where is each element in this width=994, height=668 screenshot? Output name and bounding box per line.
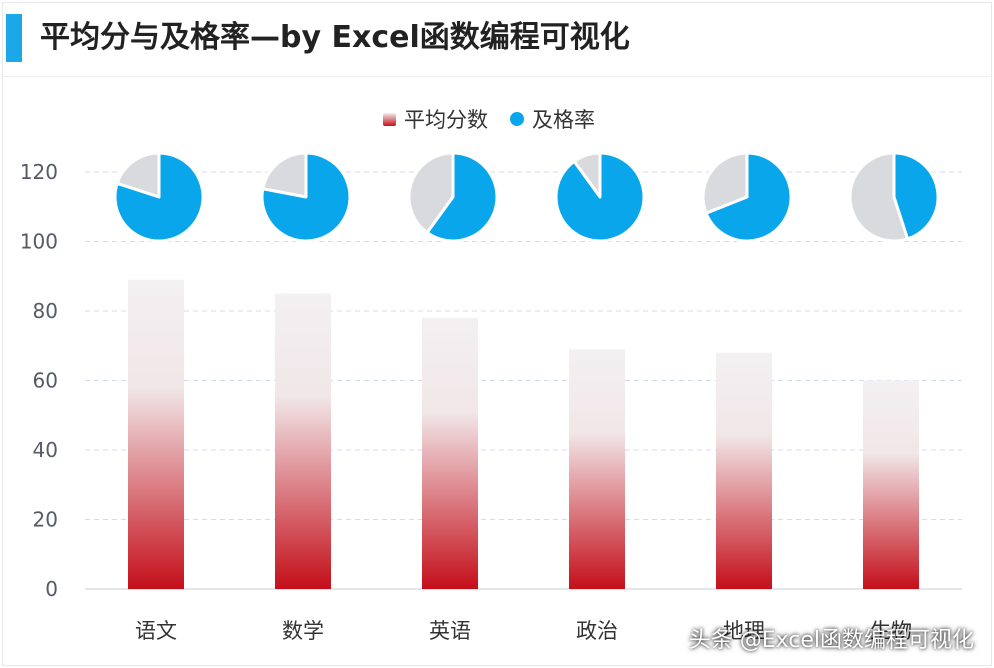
legend-item-average[interactable]: 平均分数 bbox=[383, 104, 488, 134]
y-tick-label: 60 bbox=[33, 369, 58, 393]
bar bbox=[716, 352, 772, 589]
pie bbox=[260, 151, 352, 243]
bar bbox=[569, 349, 625, 589]
bar bbox=[275, 293, 331, 589]
legend-bar-swatch-icon bbox=[383, 112, 396, 126]
pie-slice-pass bbox=[260, 151, 352, 243]
pie bbox=[554, 151, 646, 243]
pie bbox=[701, 151, 793, 243]
page-title: 平均分与及格率—by Excel函数编程可视化 bbox=[40, 20, 630, 55]
x-category-label: 数学 bbox=[282, 619, 324, 643]
y-tick-label: 100 bbox=[20, 230, 58, 254]
legend-label-average: 平均分数 bbox=[404, 108, 488, 132]
pie-slice-pass bbox=[892, 151, 940, 241]
pie-series bbox=[113, 151, 940, 243]
legend-item-pass-rate[interactable]: 及格率 bbox=[510, 104, 595, 134]
chart-legend: 平均分数 及格率 bbox=[383, 104, 617, 134]
pie-slice-pass bbox=[113, 151, 205, 243]
bar-series bbox=[128, 279, 919, 589]
bar bbox=[863, 380, 919, 589]
pie-slice-pass bbox=[554, 151, 646, 243]
header-divider bbox=[2, 76, 992, 77]
legend-dot-swatch-icon bbox=[510, 112, 524, 126]
pie-slice-fail bbox=[261, 151, 308, 199]
y-axis: 0 20 40 60 80 100 120 bbox=[20, 160, 962, 601]
x-category-label: 地理 bbox=[723, 619, 765, 643]
y-tick-label: 20 bbox=[33, 508, 58, 532]
pie-slice-pass bbox=[704, 151, 793, 243]
legend-label-pass-rate: 及格率 bbox=[532, 108, 595, 132]
x-category-label: 政治 bbox=[576, 619, 618, 643]
pie bbox=[848, 151, 940, 243]
x-axis: 语文 数学 英语 政治 地理 生物 bbox=[135, 619, 912, 643]
pie-slice-fail bbox=[407, 151, 455, 235]
pie bbox=[407, 151, 499, 243]
x-category-label: 英语 bbox=[429, 619, 471, 643]
title-accent-bar bbox=[6, 14, 22, 62]
pie-slice-fail bbox=[701, 151, 749, 215]
watermark-text: 头条 @Excel函数编程可视化 bbox=[688, 628, 974, 653]
bar bbox=[422, 317, 478, 589]
pie bbox=[113, 151, 205, 243]
bar bbox=[128, 279, 184, 589]
y-tick-label: 40 bbox=[33, 438, 58, 462]
pie-slice-pass bbox=[425, 151, 499, 243]
y-tick-label: 120 bbox=[20, 160, 58, 184]
y-tick-label: 0 bbox=[45, 577, 58, 601]
grid-lines bbox=[85, 171, 962, 520]
x-category-label: 生物 bbox=[870, 619, 912, 643]
y-tick-label: 80 bbox=[33, 299, 58, 323]
x-category-label: 语文 bbox=[135, 619, 177, 643]
